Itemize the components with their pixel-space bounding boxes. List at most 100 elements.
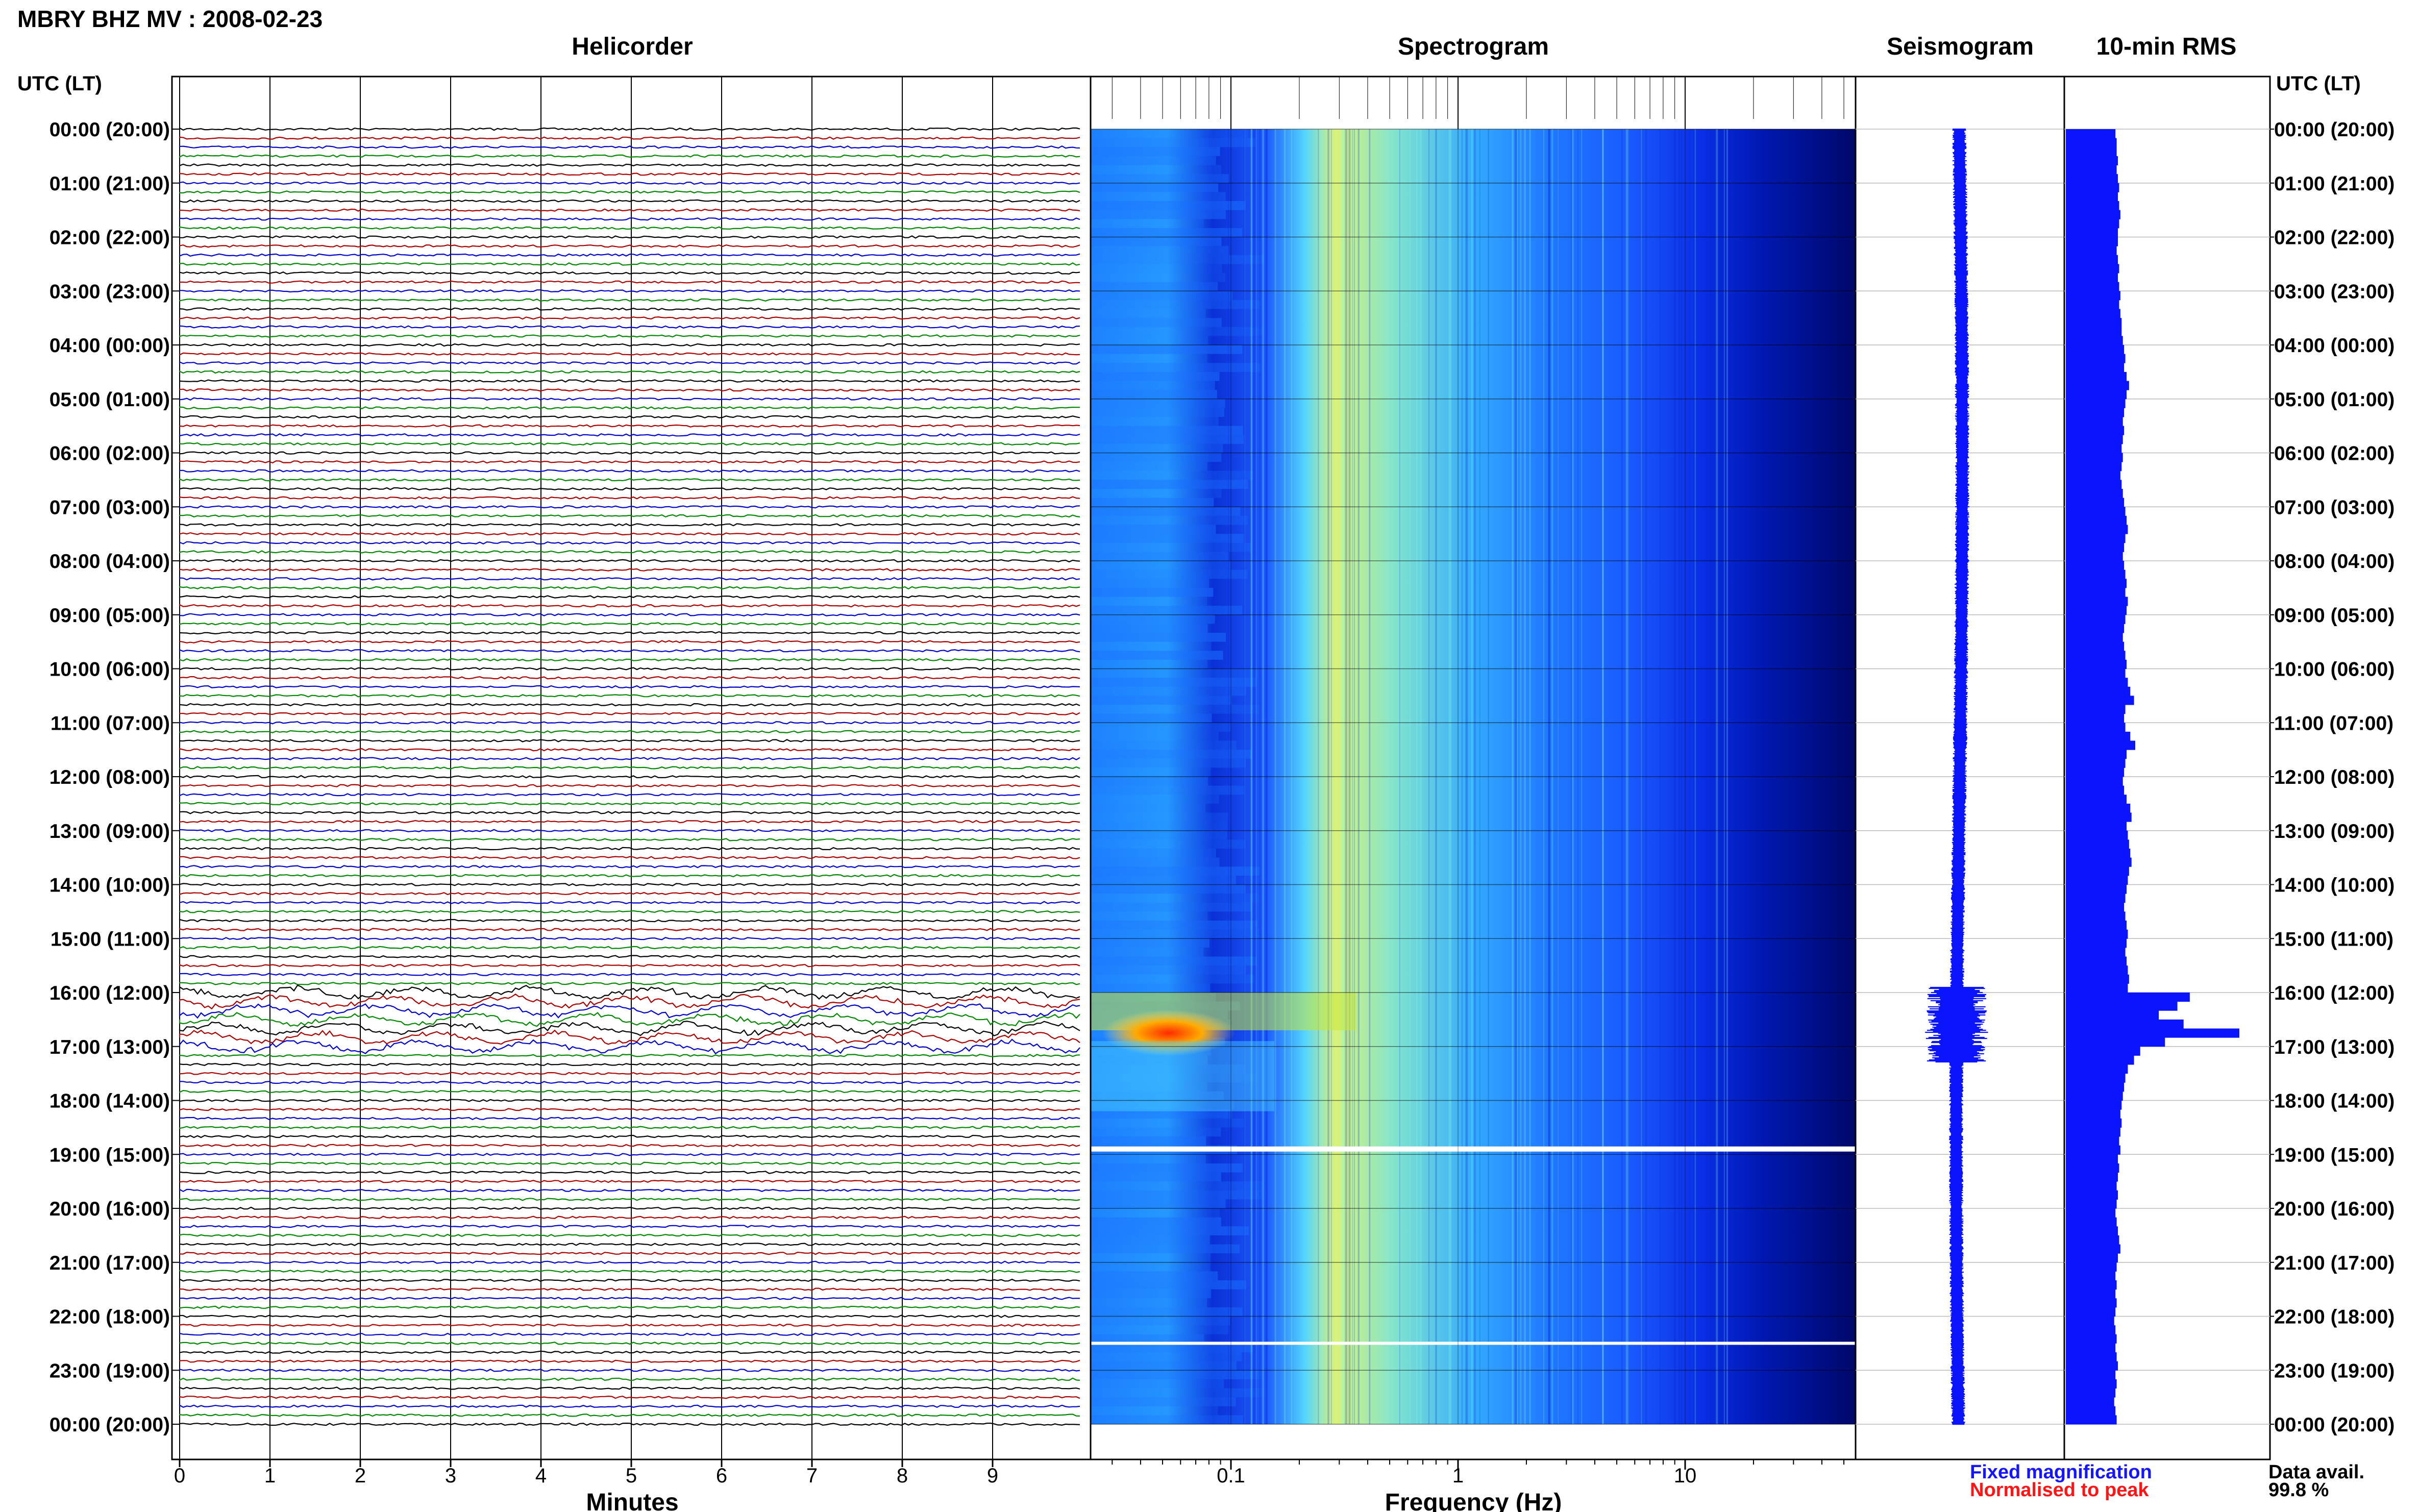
spectrogram-row xyxy=(1091,561,1231,570)
rms-bar xyxy=(2066,1010,2159,1020)
rms-bar xyxy=(2066,291,2120,301)
rms-bar xyxy=(2066,534,2126,543)
time-label-right: 10:00 (06:00) xyxy=(2274,659,2395,681)
spectrogram-row xyxy=(1091,1334,1204,1344)
helicorder-trace xyxy=(179,891,1080,896)
helicorder-trace xyxy=(179,604,1080,608)
helicorder-trace xyxy=(179,1260,1080,1265)
rms-bar xyxy=(2066,354,2126,363)
spectrogram-row xyxy=(1091,552,1229,561)
rms-bar xyxy=(2066,624,2125,633)
time-label-right: 08:00 (04:00) xyxy=(2274,551,2395,573)
helicorder-x-axis-label: Minutes xyxy=(586,1489,678,1512)
rms-bar xyxy=(2066,569,2126,579)
helicorder-x-tick-label: 0 xyxy=(174,1465,185,1487)
spectrogram-row xyxy=(1091,929,1260,939)
spectrogram-row xyxy=(1091,686,1246,696)
rms-bar xyxy=(2066,731,2131,741)
spectrogram-row xyxy=(1091,1226,1249,1235)
rms-bar xyxy=(2066,273,2118,283)
rms-bar xyxy=(2066,138,2117,147)
spectrogram-row xyxy=(1091,498,1214,507)
spectrogram-row xyxy=(1091,255,1264,264)
spectrogram-row xyxy=(1091,659,1207,669)
time-label-left: 04:00 (00:00) xyxy=(50,335,170,357)
rms-bar xyxy=(2066,1370,2116,1380)
rms-bar xyxy=(2066,453,2123,462)
helicorder-trace xyxy=(179,1386,1080,1390)
spectrogram-event-tail xyxy=(1091,1041,1274,1111)
helicorder-trace xyxy=(179,984,1080,1000)
spectrogram-row xyxy=(1091,443,1223,453)
rms-bar xyxy=(2066,552,2123,561)
rms-bar xyxy=(2066,255,2118,264)
spectrogram-data-gap xyxy=(1091,1146,1856,1152)
rms-bar xyxy=(2066,1208,2116,1218)
spectrogram-row xyxy=(1091,147,1220,156)
spectrogram-row xyxy=(1091,1262,1211,1272)
time-label-right: 05:00 (01:00) xyxy=(2274,389,2395,411)
spectrogram-row xyxy=(1091,884,1246,894)
helicorder-trace xyxy=(179,550,1080,554)
helicorder-trace xyxy=(179,1126,1080,1129)
helicorder-trace xyxy=(179,1243,1080,1246)
rms-bar xyxy=(2066,947,2126,957)
spectrogram-x-tick-label: 0.1 xyxy=(1217,1465,1245,1487)
spectrogram-row xyxy=(1091,641,1212,651)
helicorder-trace xyxy=(179,1422,1080,1426)
rms-bar xyxy=(2066,1136,2119,1146)
spectrogram-row xyxy=(1091,354,1207,363)
helicorder-trace xyxy=(179,469,1080,473)
time-label-right: 18:00 (14:00) xyxy=(2274,1090,2395,1112)
spectrogram-row xyxy=(1091,633,1226,642)
page-title: MBRY BHZ MV : 2008-02-23 xyxy=(17,6,323,32)
helicorder-trace xyxy=(179,631,1080,635)
helicorder-trace xyxy=(179,577,1080,581)
spectrogram-row xyxy=(1091,1190,1262,1200)
time-label-left: 03:00 (23:00) xyxy=(50,281,170,303)
helicorder-trace xyxy=(179,1003,1080,1019)
helicorder-x-tick-label: 4 xyxy=(535,1465,547,1487)
helicorder-trace xyxy=(179,514,1080,518)
helicorder-trace xyxy=(179,1038,1080,1055)
spectrogram-row xyxy=(1091,1388,1262,1398)
rms-bar xyxy=(2066,686,2131,696)
rms-bar xyxy=(2066,542,2125,552)
helicorder-trace xyxy=(179,1368,1080,1372)
spectrogram-row xyxy=(1091,651,1223,660)
helicorder-trace xyxy=(179,739,1080,742)
rms-bar xyxy=(2066,219,2119,229)
spectrogram-row xyxy=(1091,1415,1243,1424)
helicorder-trace xyxy=(179,586,1080,590)
time-axis-label-left: UTC (LT) xyxy=(17,72,102,95)
helicorder-trace xyxy=(179,172,1080,176)
rms-bar xyxy=(2066,839,2129,849)
rms-bar xyxy=(2066,1001,2178,1011)
helicorder-trace xyxy=(179,730,1080,734)
spectrogram-row xyxy=(1091,921,1258,930)
rms-bar xyxy=(2066,156,2118,165)
time-label-left: 21:00 (17:00) xyxy=(50,1252,170,1274)
spectrogram-row xyxy=(1091,1082,1207,1092)
spectrogram-row xyxy=(1091,507,1241,516)
rms-bar xyxy=(2066,1253,2118,1263)
helicorder-trace xyxy=(179,145,1080,149)
rms-bar xyxy=(2066,633,2123,642)
time-label-right: 19:00 (15:00) xyxy=(2274,1144,2395,1166)
spectrogram-row xyxy=(1091,1064,1246,1074)
time-label-left: 20:00 (16:00) xyxy=(50,1198,170,1220)
spectrogram-row xyxy=(1091,875,1236,885)
helicorder-trace xyxy=(179,181,1080,185)
rms-bar xyxy=(2066,1379,2117,1389)
time-label-left: 00:00 (20:00) xyxy=(50,119,170,141)
helicorder-trace xyxy=(179,334,1080,338)
helicorder-trace xyxy=(179,361,1080,365)
time-label-right: 00:00 (20:00) xyxy=(2274,1414,2395,1436)
spectrogram-row xyxy=(1091,1217,1221,1227)
rms-bar xyxy=(2066,758,2126,768)
helicorder-trace xyxy=(179,694,1080,698)
spectrogram-row xyxy=(1091,822,1228,831)
helicorder-trace xyxy=(179,649,1080,653)
rms-bar xyxy=(2066,1199,2117,1209)
helicorder-trace xyxy=(179,253,1080,257)
